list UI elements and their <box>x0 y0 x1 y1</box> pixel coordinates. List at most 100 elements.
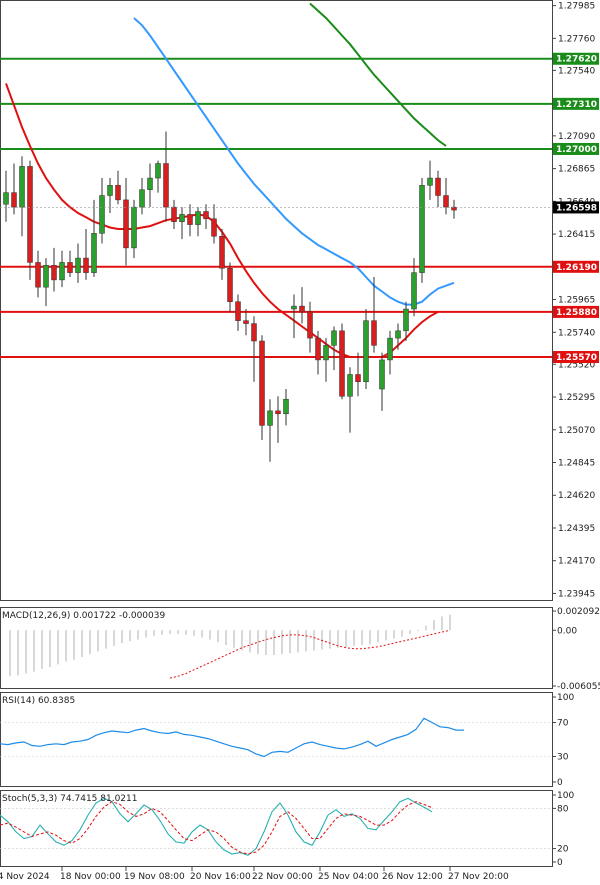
rsi-pane <box>0 692 553 787</box>
date-label-5: 25 Nov 04:00 <box>318 872 379 882</box>
candle-body-29 <box>235 301 241 321</box>
stoch-tick-label-2: 20 <box>557 845 569 855</box>
price-tick-label-10: 1.25295 <box>558 393 595 403</box>
candle-body-50 <box>403 308 409 332</box>
price-pane <box>0 0 553 601</box>
price-tick-label-1: 1.27760 <box>558 34 595 44</box>
level-tag-3 <box>553 260 599 273</box>
level-tag-0 <box>553 52 599 65</box>
price-tick-label-15: 1.24170 <box>558 557 595 567</box>
date-label-6: 26 Nov 12:00 <box>382 872 443 882</box>
macd-tick-label-2: -0.006055 <box>557 682 600 692</box>
candle-body-54 <box>435 177 441 196</box>
macd-pane <box>0 607 553 689</box>
candle-body-14 <box>115 185 121 201</box>
price-axis: 1.279851.277601.275401.270901.268651.266… <box>552 2 595 599</box>
macd-indicator: 0.002092 0.00 -0.006055 <box>9 607 600 692</box>
price-tick-label-14: 1.24395 <box>558 524 595 534</box>
level-tag-1 <box>553 97 599 110</box>
candle-body-25 <box>203 211 209 220</box>
rsi-tick-label-1: 70 <box>557 719 569 729</box>
candle-body-16 <box>131 206 137 249</box>
price-tick-label-2: 1.27540 <box>558 66 595 76</box>
candle-body-43 <box>347 374 353 397</box>
date-label-3: 20 Nov 16:00 <box>190 872 251 882</box>
candle-body-8 <box>67 262 73 273</box>
candle-body-52 <box>419 185 425 273</box>
candle-body-10 <box>83 257 89 273</box>
stoch-pane <box>0 790 553 867</box>
level-label-0: 1.27620 <box>556 55 597 65</box>
candle-body-42 <box>339 330 345 397</box>
candle-body-49 <box>395 330 401 339</box>
rsi-indicator: 100 70 30 0 <box>0 693 574 788</box>
candle-body-51 <box>411 272 417 310</box>
date-label-1: 18 Nov 00:00 <box>60 872 121 882</box>
level-label-5: 1.25570 <box>556 353 597 363</box>
macd-label: MACD(12,26,9) 0.001722 -0.000039 <box>2 611 165 621</box>
candle-body-55 <box>443 195 449 208</box>
candle-body-15 <box>123 199 129 249</box>
candle-body-35 <box>283 398 289 415</box>
stoch-d-line <box>0 801 433 855</box>
candle-body-22 <box>179 214 185 222</box>
candle-body-12 <box>99 195 105 234</box>
price-tick-label-12: 1.24845 <box>558 459 595 469</box>
rsi-tick-label-3: 0 <box>557 778 563 788</box>
candle-body-21 <box>171 206 177 222</box>
candle-body-36 <box>291 305 297 310</box>
candle-body-23 <box>187 214 193 225</box>
candle-body-1 <box>11 192 17 208</box>
level-label-1: 1.27310 <box>556 100 597 110</box>
stoch-tick-label-0: 100 <box>557 791 574 801</box>
price-tick-label-0: 1.27985 <box>558 2 595 12</box>
candle-body-45 <box>363 320 369 383</box>
candle-body-48 <box>387 337 393 361</box>
candle-body-47 <box>379 359 385 390</box>
candle-body-53 <box>427 177 433 186</box>
candle-body-28 <box>227 268 233 302</box>
candle-body-44 <box>355 374 361 383</box>
rsi-tick-label-0: 100 <box>557 693 574 703</box>
price-tick-label-13: 1.24620 <box>558 491 595 501</box>
candle-body-37 <box>299 305 305 313</box>
ma-blue-line <box>133 17 455 306</box>
stoch-tick-label-3: 0 <box>557 858 563 868</box>
stochastic-indicator: 100 80 20 0 <box>0 791 574 868</box>
candle-body-18 <box>147 177 153 190</box>
candle-body-7 <box>59 262 65 281</box>
level-tag-4 <box>553 305 599 318</box>
candle-body-41 <box>331 330 337 346</box>
price-tick-label-7: 1.25965 <box>558 296 595 306</box>
candle-body-6 <box>51 265 57 281</box>
stoch-k-line <box>0 797 433 856</box>
rsi-label: RSI(14) 60.8385 <box>2 696 75 706</box>
level-label-3: 1.26190 <box>556 263 597 273</box>
date-label-7: 27 Nov 20:00 <box>448 872 509 882</box>
candle-body-26 <box>211 218 217 237</box>
candle-body-3 <box>27 166 33 263</box>
price-tick-label-11: 1.25070 <box>558 426 595 436</box>
candle-body-0 <box>3 192 9 205</box>
candle-body-46 <box>371 320 377 346</box>
price-tick-label-3: 1.27090 <box>558 132 595 142</box>
candle-body-17 <box>139 189 145 208</box>
candle-body-27 <box>219 236 225 269</box>
candle-body-11 <box>91 233 97 273</box>
last-price-marker: 1.26598 <box>0 201 599 214</box>
last-price-label: 1.26598 <box>556 203 597 213</box>
rsi-tick-label-2: 30 <box>557 753 569 763</box>
last-price-tag <box>553 201 599 214</box>
date-label-4: 22 Nov 00:00 <box>252 872 313 882</box>
candlesticks <box>3 131 457 462</box>
level-tag-2 <box>553 142 599 155</box>
candle-body-4 <box>35 262 41 288</box>
price-tick-label-16: 1.23945 <box>558 589 595 599</box>
candle-body-19 <box>155 163 161 179</box>
rsi-line <box>0 717 464 758</box>
ma-green-line <box>309 2 447 147</box>
level-tag-5 <box>553 351 599 364</box>
